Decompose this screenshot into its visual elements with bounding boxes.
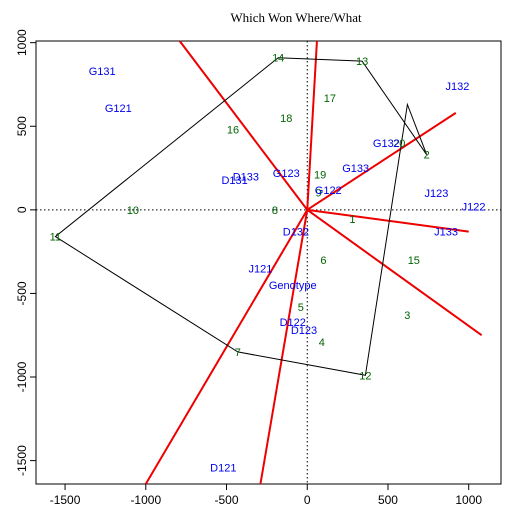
- sector-ray: [306, 112, 457, 211]
- chart-title: Which Won Where/What: [230, 10, 362, 25]
- environment-label: 7: [235, 347, 241, 359]
- environment-label: 12: [359, 370, 371, 382]
- y-tick-label: 0: [15, 206, 29, 213]
- reference-lines: [36, 41, 501, 484]
- x-tick-label: 1000: [455, 493, 482, 507]
- genotype-label: J132: [445, 81, 469, 93]
- environment-label: 8: [272, 205, 278, 217]
- genotype-label: D122: [280, 317, 306, 329]
- environment-label: 11: [50, 232, 61, 244]
- genotype-label: G121: [105, 103, 132, 115]
- genotype-label: J121: [248, 263, 272, 275]
- hull-polygon: [54, 57, 428, 376]
- environment-label: 2: [424, 150, 430, 162]
- convex-hull: [54, 57, 428, 376]
- genotype-label: G132: [373, 138, 400, 150]
- environment-label: 15: [408, 255, 420, 267]
- sector-ray: [178, 40, 309, 211]
- environment-label: 14: [272, 53, 284, 65]
- genotype-label: J122: [462, 201, 486, 213]
- environment-label: 9: [315, 187, 321, 199]
- environment-label: 1: [349, 214, 355, 226]
- environment-label: 6: [320, 255, 326, 267]
- sector-ray: [306, 40, 318, 210]
- genotype-label: J123: [424, 188, 448, 200]
- genotype-label: G131: [89, 66, 116, 78]
- x-tick-label: -1500: [50, 493, 81, 507]
- genotype-label: D132: [283, 227, 309, 239]
- sector-rays: [144, 40, 483, 485]
- x-tick-label: 500: [378, 493, 398, 507]
- genotype-label: G133: [342, 163, 369, 175]
- sector-ray: [259, 209, 309, 485]
- sector-ray: [307, 208, 469, 233]
- genotype-label: J133: [434, 227, 458, 239]
- x-tick-label: -1000: [130, 493, 161, 507]
- environment-label: 20: [393, 138, 405, 150]
- genotype-label: D131: [221, 175, 247, 187]
- environment-label: 16: [227, 125, 239, 137]
- genotype-label: D123: [291, 325, 317, 337]
- sector-ray: [306, 209, 483, 337]
- axis-ticks: -1500 -1000 -500 0 500 1000 1000 500 0 -500 -1000 -…: [15, 29, 482, 507]
- y-tick-label: -1000: [15, 361, 29, 392]
- x-tick-label: -500: [215, 493, 239, 507]
- y-tick-label: 500: [15, 116, 29, 136]
- genotype-label: D133: [233, 171, 259, 183]
- plot-frame: [35, 40, 502, 485]
- y-tick-label: -500: [15, 281, 29, 305]
- genotype-label: G123: [273, 168, 300, 180]
- environment-label: 19: [314, 170, 326, 182]
- y-tick-label: 1000: [15, 29, 29, 56]
- environment-label: 17: [324, 93, 336, 105]
- environment-label: 4: [319, 337, 325, 349]
- sector-ray: [144, 209, 309, 485]
- environment-label: 3: [404, 310, 410, 322]
- environment-label: 13: [356, 56, 368, 68]
- environment-label: 5: [298, 302, 304, 314]
- genotype-label: D121: [210, 462, 236, 474]
- x-tick-label: 0: [304, 493, 311, 507]
- environment-label: 10: [127, 205, 139, 217]
- genotype-label: Genotype: [269, 280, 317, 292]
- environment-label: 18: [280, 113, 292, 125]
- y-tick-label: -1500: [15, 445, 29, 476]
- genotype-label: G122: [315, 185, 342, 197]
